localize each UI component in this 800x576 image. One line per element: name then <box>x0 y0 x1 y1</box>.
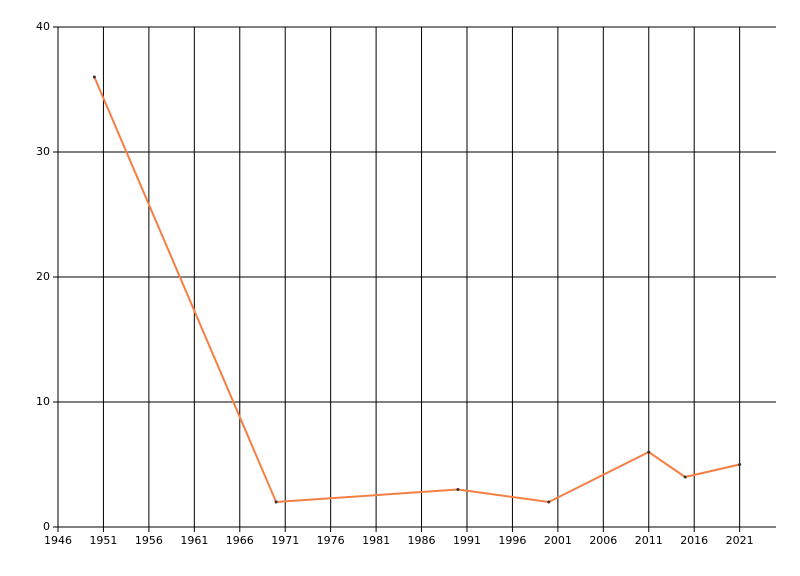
x-tick-label: 1976 <box>317 534 345 547</box>
x-tick-label: 1966 <box>226 534 254 547</box>
point <box>92 75 96 79</box>
x-tick-label: 2021 <box>726 534 754 547</box>
x-tick-label: 2001 <box>544 534 572 547</box>
x-tick-label: 2016 <box>680 534 708 547</box>
point <box>456 488 460 491</box>
point <box>683 475 687 479</box>
x-tick-label: 1961 <box>180 534 208 547</box>
x-tick-label: 1991 <box>453 534 481 547</box>
y-tick-label: 30 <box>36 145 50 158</box>
point <box>274 500 278 504</box>
x-tick-label: 1946 <box>44 534 72 547</box>
x-tick-label: 1956 <box>135 534 163 547</box>
point <box>647 450 651 454</box>
y-tick-label: 0 <box>43 520 50 533</box>
point <box>547 500 551 504</box>
y-tick-label: 10 <box>36 395 50 408</box>
x-tick-label: 1951 <box>89 534 117 547</box>
x-tick-label: 1996 <box>498 534 526 547</box>
x-tick-label: 1981 <box>362 534 390 547</box>
point <box>738 463 742 466</box>
x-tick-label: 1971 <box>271 534 299 547</box>
y-tick-label: 40 <box>36 20 50 33</box>
y-tick-label: 20 <box>36 270 50 283</box>
x-tick-label: 2011 <box>635 534 663 547</box>
series-line <box>93 76 740 504</box>
x-tick-label: 2006 <box>589 534 617 547</box>
x-tick-label: 1986 <box>408 534 436 547</box>
